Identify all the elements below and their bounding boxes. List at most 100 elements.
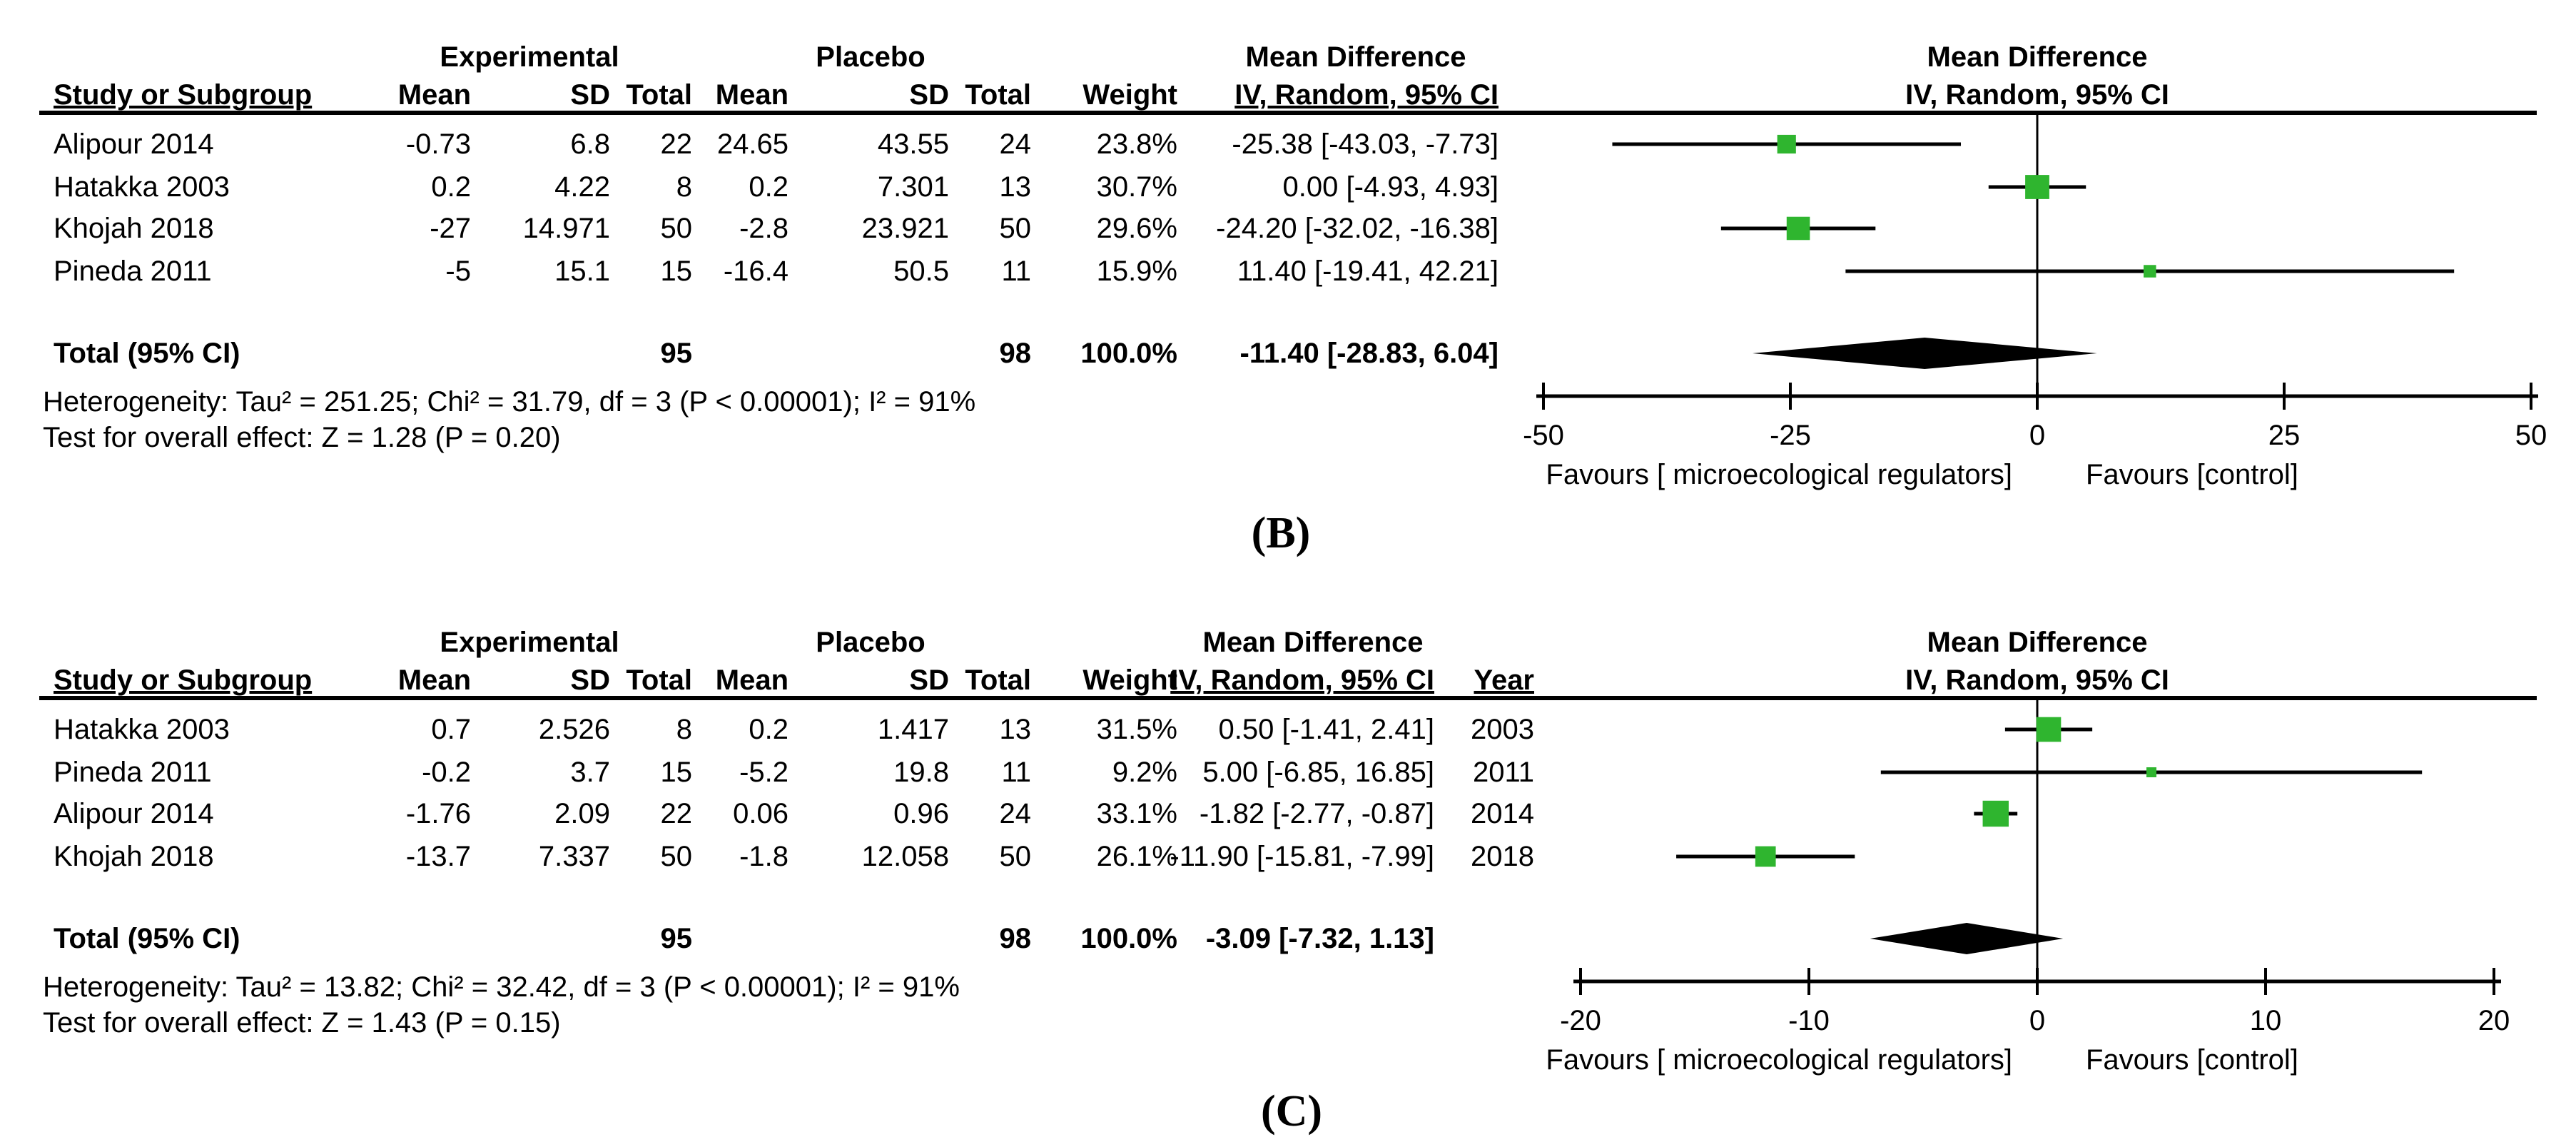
tick-label: 0 [2029, 420, 2046, 451]
table-cell: 29.6% [1096, 213, 1177, 244]
overall-effect-text: Test for overall effect: Z = 1.43 (P = 0… [43, 1007, 561, 1039]
md-text-header: Mean Difference [1245, 41, 1466, 73]
tick-label: 10 [2249, 1005, 2282, 1036]
study-name: Pineda 2011 [54, 256, 212, 287]
table-cell: 12.058 [861, 841, 949, 872]
study-name: Pineda 2011 [54, 757, 212, 788]
table-cell: -0.2 [422, 757, 471, 788]
table-cell: 26.1% [1096, 841, 1177, 872]
study-name: Hatakka 2003 [54, 171, 230, 203]
ci-text: -11.90 [-15.81, -7.99] [1170, 841, 1434, 872]
col-header: Mean [715, 79, 788, 111]
col-header: Weight [1082, 665, 1177, 696]
table-cell: 15.9% [1096, 256, 1177, 287]
tick-label: -50 [1523, 420, 1564, 451]
table-cell: -1.76 [405, 798, 471, 829]
forest-plot-canvas [39, 111, 2538, 410]
table-cell: 24.65 [716, 128, 788, 160]
effect-square [2146, 767, 2156, 777]
table-cell: 22 [660, 798, 693, 829]
col-header: Total [965, 79, 1031, 111]
total-ci-text: -3.09 [-7.32, 1.13] [1205, 923, 1434, 954]
year-cell: 2014 [1471, 798, 1534, 829]
table-cell: 30.7% [1096, 171, 1177, 203]
table-cell: 24 [999, 128, 1032, 160]
tick-label: -25 [1770, 420, 1811, 451]
favours-right-label: Favours [control] [2086, 1044, 2298, 1076]
table-cell: 22 [660, 128, 693, 160]
total-label: Total (95% CI) [54, 338, 240, 369]
effect-square [1777, 134, 1796, 154]
plot-method-header: IV, Random, 95% CI [1905, 665, 2169, 696]
table-cell: 15.1 [554, 256, 610, 287]
ci-text: -1.82 [-2.77, -0.87] [1199, 798, 1434, 829]
favours-left-label: Favours [ microecological regulators] [1546, 1044, 2012, 1076]
table-cell: 0.2 [749, 171, 788, 203]
total-cell: 95 [660, 338, 693, 369]
table-cell: 2.526 [538, 714, 610, 745]
forest-plot-canvas [39, 696, 2537, 995]
col-header: SD [570, 665, 610, 696]
group2-header: Placebo [816, 41, 926, 73]
effect-square [1755, 846, 1776, 867]
total-cell: 100.0% [1080, 338, 1177, 369]
year-cell: 2018 [1471, 841, 1534, 872]
table-cell: -1.8 [739, 841, 788, 872]
forest-plot-panel-c: Experimental Placebo Mean Difference Mean D… [0, 596, 2576, 1096]
study-name: Hatakka 2003 [54, 714, 230, 745]
col-header: Mean [397, 79, 471, 111]
effect-square [2036, 717, 2062, 742]
col-header: Weight [1082, 79, 1177, 111]
col-header: SD [570, 79, 610, 111]
table-cell: 0.2 [431, 171, 471, 203]
table-cell: 50 [660, 841, 693, 872]
total-ci-text: -11.40 [-28.83, 6.04] [1239, 338, 1499, 369]
table-cell: 13 [999, 714, 1032, 745]
table-cell: 50 [999, 213, 1032, 244]
table-cell: -0.73 [405, 128, 471, 160]
table-cell: -5.2 [739, 757, 788, 788]
col-header: SD [909, 79, 949, 111]
table-cell: 0.7 [431, 714, 471, 745]
table-cell: 2.09 [554, 798, 610, 829]
table-cell: 0.96 [893, 798, 949, 829]
table-cell: 15 [660, 757, 693, 788]
table-cell: 7.337 [538, 841, 610, 872]
table-cell: 24 [999, 798, 1032, 829]
study-name: Alipour 2014 [54, 128, 214, 160]
table-cell: 9.2% [1112, 757, 1177, 788]
heterogeneity-text: Heterogeneity: Tau² = 251.25; Chi² = 31.… [43, 386, 976, 418]
table-cell: -27 [430, 213, 471, 244]
study-col-header: Study or Subgroup [54, 79, 313, 111]
total-diamond [1870, 923, 2064, 954]
table-cell: 50 [660, 213, 693, 244]
forest-plot-panel-b: Experimental Placebo Mean Difference Mean D… [0, 11, 2576, 510]
panel-c-label: (C) [1260, 1087, 1323, 1136]
tick-label: -10 [1788, 1005, 1830, 1036]
study-col-header: Study or Subgroup [54, 665, 313, 696]
total-cell: 100.0% [1080, 923, 1177, 954]
heterogeneity-text: Heterogeneity: Tau² = 13.82; Chi² = 32.4… [43, 971, 960, 1003]
col-header: SD [909, 665, 949, 696]
md-plot-header: Mean Difference [1927, 627, 2148, 658]
tick-label: 50 [2515, 420, 2547, 451]
study-name: Khojah 2018 [54, 841, 214, 872]
panel-b-label: (B) [1251, 509, 1311, 557]
group1-header: Experimental [440, 627, 619, 658]
col-header: Mean [397, 665, 471, 696]
col-header: Total [626, 79, 692, 111]
ci-text: 0.50 [-1.41, 2.41] [1218, 714, 1434, 745]
tick-label: -20 [1560, 1005, 1601, 1036]
table-cell: 15 [660, 256, 693, 287]
table-cell: 3.7 [570, 757, 610, 788]
ci-text: -25.38 [-43.03, -7.73] [1232, 128, 1499, 160]
col-header: Total [626, 665, 692, 696]
table-cell: 33.1% [1096, 798, 1177, 829]
table-cell: 0.06 [733, 798, 788, 829]
md-text-header: Mean Difference [1202, 627, 1424, 658]
table-cell: 43.55 [877, 128, 949, 160]
table-cell: -13.7 [405, 841, 471, 872]
total-cell: 98 [999, 923, 1032, 954]
md-plot-header: Mean Difference [1927, 41, 2148, 73]
